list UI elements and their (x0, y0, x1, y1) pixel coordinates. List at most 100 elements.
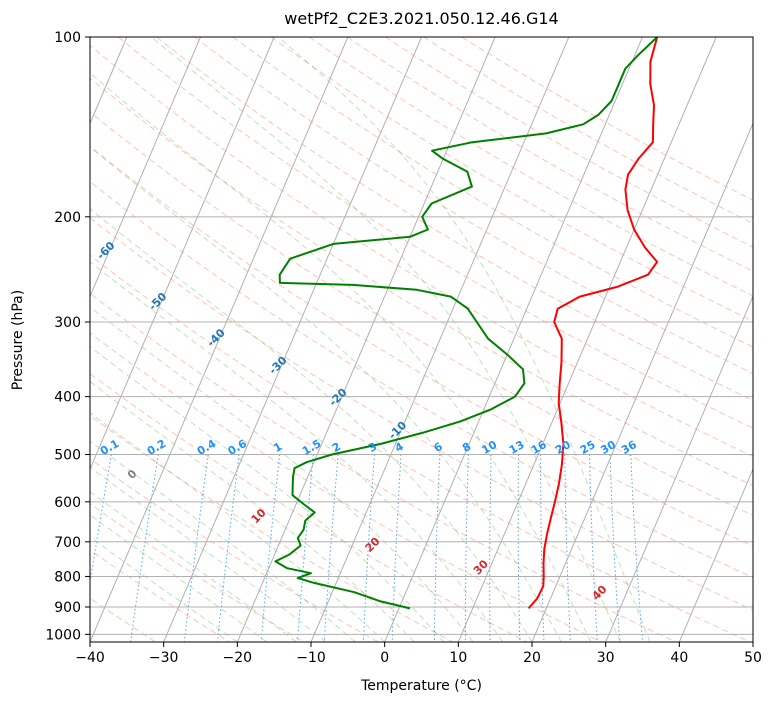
x-tick-label: −20 (223, 650, 253, 666)
isotherm-line (0, 37, 53, 642)
temperature-profile-line (527, 37, 659, 610)
moist-adiabat-line (151, 37, 621, 642)
isotherm-line (90, 37, 275, 471)
y-tick-label: 800 (54, 569, 81, 585)
x-tick-label: −40 (75, 650, 105, 666)
moist-adiabat-line (90, 146, 562, 642)
dry-adiabat-line (90, 414, 453, 642)
moist-adiabat-line (90, 536, 238, 642)
isotherm-line (531, 122, 753, 642)
dry-adiabat-line (90, 502, 305, 642)
x-axis-label: Temperature (°C) (361, 678, 482, 694)
dry-adiabat-label: 10 (249, 506, 269, 526)
dry-adiabat-line (194, 37, 753, 374)
dry-adiabat-line (385, 37, 753, 248)
dry-adiabat-label: 0 (125, 467, 140, 482)
isotherm-line (90, 37, 201, 298)
isotherm-line (163, 37, 422, 642)
isotherm-label: -20 (326, 386, 349, 409)
isotherm-label: -50 (146, 290, 169, 313)
isotherm-line (90, 37, 128, 125)
dry-adiabat-line (90, 77, 753, 487)
dry-adiabat-line (90, 373, 528, 642)
mixing-ratio-line (517, 454, 521, 642)
x-tick-label: −10 (296, 650, 326, 666)
isotherm-label: -30 (266, 354, 289, 377)
isotherm-label: -60 (94, 239, 117, 262)
mixing-ratio-line (433, 454, 441, 642)
y-tick-label: 300 (54, 315, 81, 331)
y-tick-label: 500 (54, 448, 81, 464)
mixing-ratio-label: 8 (460, 440, 473, 455)
dry-adiabat-line (118, 37, 753, 429)
y-tick-label: 700 (54, 535, 81, 551)
y-tick-label: 200 (54, 210, 81, 226)
moist-adiabat-line (90, 491, 297, 642)
x-tick-label: 10 (449, 650, 467, 666)
isotherm-label: -40 (205, 326, 228, 349)
mixing-ratio-line (540, 454, 545, 642)
x-tick-label: 50 (744, 650, 762, 666)
y-tick-label: 600 (54, 495, 81, 511)
mixing-ratio-line (216, 454, 240, 642)
dry-adiabat-line (270, 37, 753, 322)
dry-adiabat-line (90, 145, 753, 547)
moist-adiabat-line (90, 466, 327, 642)
mixing-ratio-line (362, 454, 375, 642)
isotherm-line (384, 37, 643, 642)
moist-adiabat-line (90, 440, 356, 642)
dry-adiabat-line (232, 37, 753, 348)
mixing-ratio-line (90, 454, 112, 586)
dry-adiabat-line (90, 180, 753, 579)
dry-adiabat-line (90, 292, 676, 642)
moist-adiabat-line (277, 37, 651, 642)
mixing-ratio-label: 1 (271, 440, 284, 455)
mixing-ratio-line (464, 454, 469, 642)
mixing-ratio-line (323, 454, 339, 642)
dry-adiabat-line (90, 254, 751, 642)
dry-adiabat-line (308, 37, 753, 297)
mixing-ratio-line (391, 454, 402, 642)
dry-adiabat-line (90, 458, 379, 642)
dry-adiabat-line (0, 37, 81, 642)
dry-adiabat-line (90, 332, 602, 642)
isotherm-line (310, 37, 570, 642)
moist-adiabat-line (90, 514, 268, 642)
dry-adiabat-line (423, 37, 753, 225)
moist-adiabat-line (90, 208, 533, 642)
chart-title: wetPf2_C2E3.2021.050.12.46.G14 (284, 9, 559, 28)
mixing-ratio-line (589, 454, 598, 642)
dry-adiabat-line (90, 597, 156, 642)
isotherm-label: -80 (0, 136, 14, 159)
dewpoint-profile-line (274, 37, 658, 610)
mixing-ratio-line (297, 454, 314, 642)
plot-frame (89, 36, 754, 643)
mixing-ratio-line (609, 454, 621, 642)
mixing-ratio-line (489, 454, 492, 642)
dry-adiabat-line (90, 44, 753, 458)
dry-adiabat-line (90, 549, 230, 642)
mixing-ratio-line (260, 454, 281, 642)
isotherm-line (90, 37, 349, 642)
y-axis: 100 200 300 400 500 600 700 800 900 1000 (45, 30, 90, 643)
profile-series (274, 37, 659, 610)
x-tick-label: 0 (380, 650, 389, 666)
dry-adiabat-line (156, 37, 753, 402)
moist-adiabat-line (90, 261, 503, 642)
x-tick-label: −30 (149, 650, 179, 666)
x-tick-label: 20 (523, 650, 541, 666)
moist-adiabat-line (90, 380, 415, 642)
dry-adiabat-line (90, 111, 753, 517)
isotherm-line (236, 37, 496, 642)
isotherm-line (457, 37, 717, 642)
background-lines (0, 37, 753, 642)
x-tick-label: 30 (597, 650, 615, 666)
mixing-ratio-line (564, 454, 571, 642)
isotherm-line (605, 295, 753, 642)
dry-adiabat-label: 40 (590, 582, 610, 602)
isotherm-line (752, 640, 753, 642)
moist-adiabat-line (90, 72, 592, 642)
y-tick-label: 1000 (45, 627, 81, 643)
y-tick-label: 400 (54, 390, 81, 406)
